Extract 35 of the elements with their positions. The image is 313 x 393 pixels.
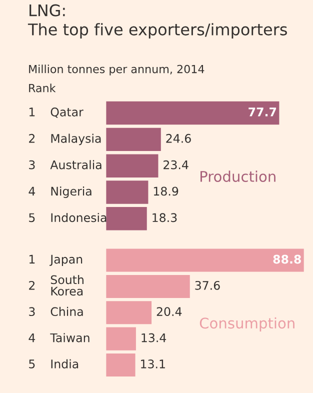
- chart-title: LNG: The top five exporters/importers: [28, 4, 287, 39]
- category-label: 3 China: [29, 306, 83, 316]
- bar: [106, 327, 136, 350]
- bar: [106, 154, 158, 178]
- bar: [106, 180, 148, 204]
- category-label: 3 Australia: [29, 160, 102, 170]
- series-label: Consumption: [200, 317, 294, 332]
- data-label: 77.7: [248, 108, 276, 116]
- data-label: 13.4: [142, 333, 166, 342]
- text: Rank: [29, 84, 56, 92]
- category-label: 4 Nigeria: [28, 186, 92, 198]
- bar: [106, 301, 152, 324]
- bar: [106, 128, 161, 152]
- bar: [106, 207, 147, 230]
- text: Production: [200, 170, 276, 182]
- data-label: 88.8: [273, 254, 301, 264]
- category-label: 4 Taiwan: [28, 333, 90, 342]
- bar: [106, 353, 136, 376]
- data-label: 24.6: [166, 134, 191, 143]
- bar: [106, 101, 280, 125]
- data-label: 23.4: [164, 160, 188, 170]
- category-label: 5 Indonesia: [29, 212, 106, 222]
- bar: [106, 248, 304, 272]
- bar: [106, 274, 190, 298]
- category-label: 1 Japan: [29, 254, 82, 266]
- category-label: 2 South Korea: [29, 275, 84, 296]
- category-label: 2 Malaysia: [29, 134, 101, 146]
- category-label: 5 India: [29, 359, 78, 368]
- data-label: 13.1: [141, 359, 165, 368]
- data-label: 18.3: [152, 213, 177, 222]
- chart-subtitle: Million tonnes per annum, 2014: [29, 64, 204, 76]
- data-label: 37.6: [195, 280, 220, 290]
- data-label: 18.9: [154, 186, 178, 196]
- data-label: 20.4: [156, 307, 182, 316]
- category-label: 1 Qatar: [29, 108, 84, 118]
